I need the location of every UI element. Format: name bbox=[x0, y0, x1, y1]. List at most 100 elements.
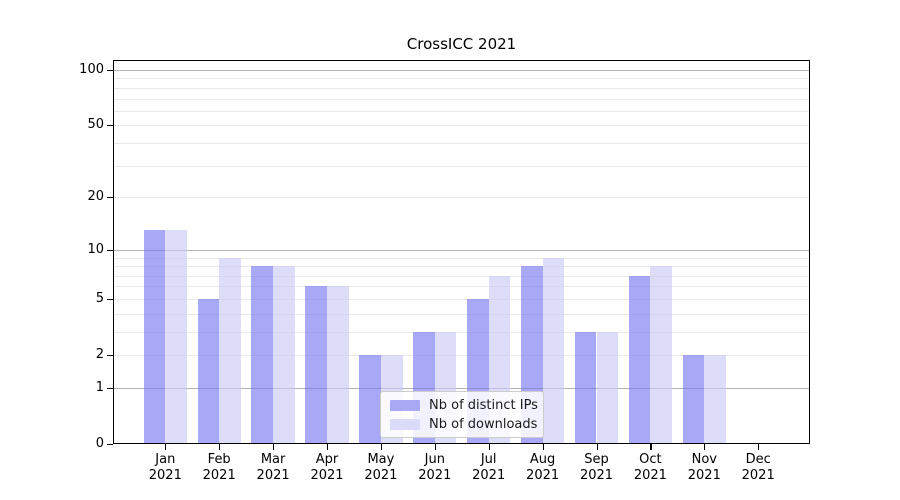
gridline-minor bbox=[113, 298, 810, 300]
legend-label-downloads: Nb of downloads bbox=[429, 416, 538, 432]
bar-distinct-ips-feb bbox=[197, 298, 220, 445]
x-tick-label: Dec 2021 bbox=[728, 452, 788, 484]
x-tick-label-month: Dec bbox=[745, 452, 771, 467]
bar-downloads-mar bbox=[273, 266, 295, 445]
y-tick-label: 50 bbox=[87, 117, 104, 133]
y-tick-mark bbox=[106, 355, 113, 357]
x-tick-label: May 2021 bbox=[351, 452, 411, 484]
bar-downloads-apr bbox=[327, 286, 349, 445]
x-tick-label: Aug 2021 bbox=[513, 452, 573, 484]
bar-downloads-nov bbox=[704, 355, 726, 445]
x-tick-label: Mar 2021 bbox=[243, 452, 303, 484]
y-tick-label: 20 bbox=[87, 189, 104, 205]
x-tick-label-month: Nov bbox=[691, 452, 717, 467]
gridline-major bbox=[113, 69, 810, 71]
x-tick-label-month: Sep bbox=[584, 452, 609, 467]
x-tick-label: Sep 2021 bbox=[567, 452, 627, 484]
x-tick-label-year: 2021 bbox=[526, 468, 560, 483]
bar-downloads-feb bbox=[219, 257, 241, 445]
x-tick-label: Jan 2021 bbox=[135, 452, 195, 484]
x-tick-mark bbox=[327, 444, 329, 450]
gridline-minor bbox=[113, 125, 810, 127]
x-tick-mark bbox=[758, 444, 760, 450]
bar-distinct-ips-mar bbox=[251, 266, 274, 445]
x-tick-mark bbox=[704, 444, 706, 450]
bar-distinct-ips-oct bbox=[628, 275, 651, 445]
x-tick-mark bbox=[165, 444, 167, 450]
x-tick-mark bbox=[488, 444, 490, 450]
gridline-minor bbox=[113, 331, 810, 333]
y-tick-mark bbox=[106, 249, 113, 251]
x-tick-label-year: 2021 bbox=[633, 468, 667, 483]
x-tick-label: Jun 2021 bbox=[405, 452, 465, 484]
legend-row: Nb of downloads bbox=[390, 416, 538, 432]
bar-downloads-aug bbox=[542, 257, 565, 445]
x-tick-label-year: 2021 bbox=[687, 468, 721, 483]
x-tick-label-month: Oct bbox=[639, 452, 662, 467]
chart-title: CrossICC 2021 bbox=[406, 35, 517, 53]
x-tick-label-month: Jul bbox=[480, 452, 497, 467]
x-tick-label-year: 2021 bbox=[472, 468, 506, 483]
y-tick-label: 5 bbox=[95, 290, 104, 306]
x-tick-label: Apr 2021 bbox=[297, 452, 357, 484]
gridline-major bbox=[113, 249, 810, 251]
gridline-minor bbox=[113, 110, 810, 112]
y-tick-mark bbox=[106, 388, 113, 390]
x-tick-label-month: Jun bbox=[424, 452, 445, 467]
legend-swatch-distinct-ips bbox=[390, 399, 420, 411]
x-tick-label-month: Feb bbox=[207, 452, 231, 467]
x-tick-label-month: Apr bbox=[315, 452, 339, 467]
x-tick-label-year: 2021 bbox=[202, 468, 236, 483]
legend-label-distinct-ips: Nb of distinct IPs bbox=[429, 397, 538, 413]
y-tick-label: 2 bbox=[95, 347, 104, 363]
x-tick-label-year: 2021 bbox=[741, 468, 775, 483]
gridline-minor bbox=[113, 257, 810, 259]
gridline-minor bbox=[113, 355, 810, 357]
bar-downloads-oct bbox=[650, 266, 673, 445]
x-tick-label: Jul 2021 bbox=[459, 452, 519, 484]
y-tick-mark bbox=[106, 125, 113, 127]
x-tick-label-month: May bbox=[367, 452, 395, 467]
x-tick-label-month: Jan bbox=[155, 452, 176, 467]
x-tick-label-year: 2021 bbox=[148, 468, 182, 483]
x-tick-label-year: 2021 bbox=[364, 468, 398, 483]
gridline-major bbox=[113, 388, 810, 390]
bar-distinct-ips-jan bbox=[143, 230, 166, 445]
bar-distinct-ips-apr bbox=[305, 286, 327, 445]
x-tick-mark bbox=[273, 444, 275, 450]
gridline-minor bbox=[113, 197, 810, 199]
y-tick-mark bbox=[106, 298, 113, 301]
x-tick-mark bbox=[219, 444, 221, 450]
x-tick-mark bbox=[434, 444, 436, 450]
x-tick-label-year: 2021 bbox=[579, 468, 614, 483]
gridline-minor bbox=[113, 78, 810, 80]
gridline-minor bbox=[113, 143, 810, 144]
gridline-minor bbox=[113, 98, 810, 100]
x-tick-mark bbox=[542, 444, 544, 450]
legend-swatch-downloads bbox=[390, 418, 420, 430]
gridline-minor bbox=[113, 266, 810, 267]
x-tick-mark bbox=[650, 444, 652, 450]
x-tick-label-month: Mar bbox=[260, 452, 286, 467]
gridline-minor bbox=[113, 313, 810, 315]
gridline-minor bbox=[113, 165, 810, 167]
legend: Nb of distinct IPs Nb of downloads bbox=[380, 391, 544, 438]
bar-distinct-ips-sep bbox=[574, 331, 597, 445]
y-tick-mark bbox=[106, 69, 113, 72]
x-tick-label-year: 2021 bbox=[310, 468, 344, 483]
x-tick-label-month: Aug bbox=[529, 452, 556, 467]
y-tick-label: 10 bbox=[87, 241, 104, 257]
bar-downloads-sep bbox=[596, 331, 619, 445]
y-tick-label: 100 bbox=[79, 61, 104, 77]
y-tick-label: 1 bbox=[95, 380, 104, 396]
y-tick-mark bbox=[106, 197, 113, 199]
x-tick-label: Oct 2021 bbox=[620, 452, 680, 484]
x-tick-label-year: 2021 bbox=[256, 468, 290, 483]
bar-downloads-jan bbox=[165, 230, 187, 445]
bar-distinct-ips-nov bbox=[682, 355, 705, 445]
y-tick-label: 0 bbox=[95, 436, 104, 452]
y-tick-mark bbox=[106, 444, 113, 446]
legend-row: Nb of distinct IPs bbox=[390, 398, 538, 413]
x-tick-mark bbox=[596, 444, 598, 450]
